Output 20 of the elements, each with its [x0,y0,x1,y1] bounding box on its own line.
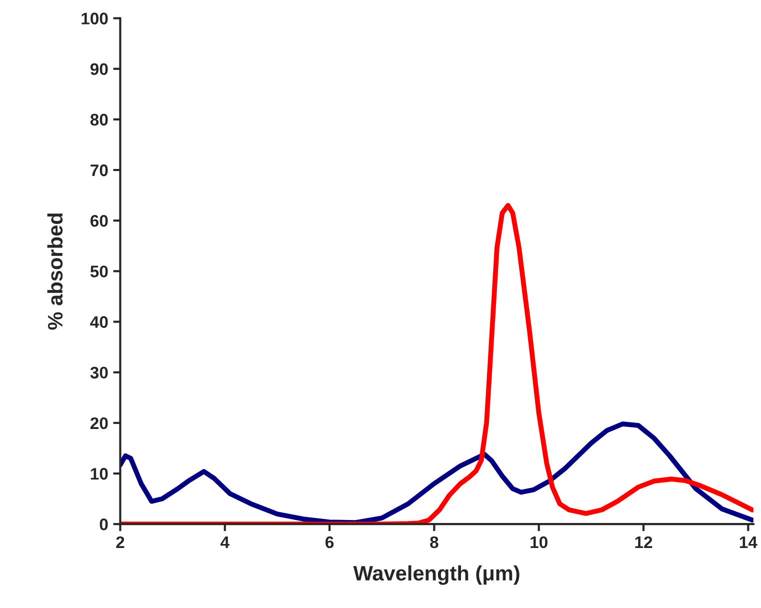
x-tick-label: 2 [116,536,124,548]
x-tick-label: 14 [740,536,758,548]
x-tick-label: 8 [430,536,438,548]
y-tick-label: 60 [90,214,108,227]
x-tick-label: 4 [220,536,230,548]
y-tick-label: 100 [82,12,108,24]
y-axis-title: % absorbed [47,213,63,330]
y-tick-label: 10 [90,468,108,480]
y-tick-label: 20 [90,417,108,430]
y-tick-label: 30 [90,366,108,379]
y-tick-label: 40 [90,316,108,328]
x-tick-label: 6 [326,536,334,548]
y-tick-label: 80 [90,114,108,126]
x-tick-label: 10 [530,536,548,548]
y-tick-label: 90 [90,63,108,76]
y-tick-label: 50 [90,266,108,278]
x-axis-title: Wavelength (μm) [353,565,520,585]
y-tick-label: 0 [100,518,108,530]
x-tick-label: 12 [635,536,652,548]
y-tick-label: 70 [90,164,108,176]
